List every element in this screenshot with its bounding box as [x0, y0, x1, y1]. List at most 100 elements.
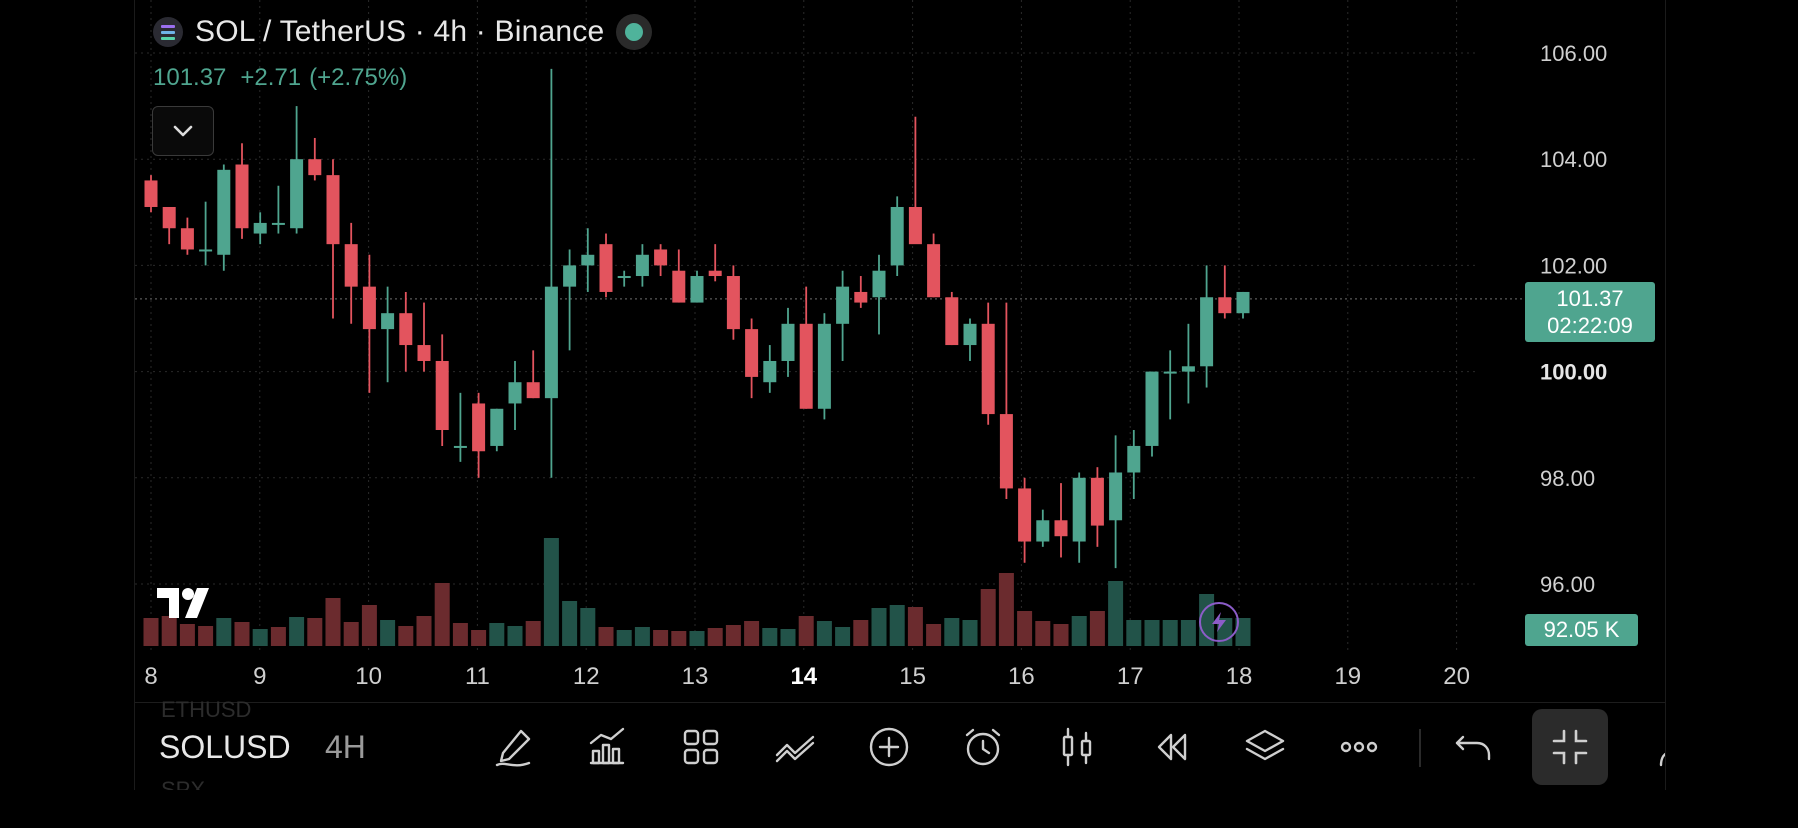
last-price-tag: 101.37 02:22:09: [1525, 282, 1655, 342]
candle-down: [945, 297, 959, 346]
exit-fullscreen-button[interactable]: [1532, 709, 1608, 785]
y-axis-label: 106.00: [1540, 41, 1607, 66]
layers-icon[interactable]: [1241, 723, 1289, 771]
compare-icon[interactable]: [771, 723, 819, 771]
y-axis-label: 98.00: [1540, 466, 1595, 491]
symbol-selector[interactable]: SOLUSD: [159, 729, 291, 765]
symbol-list-next[interactable]: SPX: [161, 777, 206, 790]
x-axis-label: 11: [465, 663, 490, 690]
candle-up: [1036, 520, 1050, 542]
volume-bar: [944, 618, 960, 646]
x-axis-label: 10: [355, 663, 382, 690]
candle-up: [872, 270, 886, 298]
candle-up: [290, 159, 304, 229]
candle-up: [1127, 445, 1141, 473]
candle-up: [490, 408, 504, 446]
candle-down: [235, 164, 249, 229]
volume-bar: [507, 626, 523, 646]
volume-bar: [598, 627, 614, 646]
more-icon[interactable]: [1335, 723, 1383, 771]
candle-up: [690, 276, 704, 303]
candle-up: [199, 249, 213, 252]
candle-up: [763, 360, 777, 383]
x-axis-label: 12: [573, 663, 600, 690]
bar-countdown: 02:22:09: [1547, 313, 1633, 338]
volume-bar: [525, 621, 541, 646]
symbol-title[interactable]: SOL / TetherUS · 4h · Binance: [195, 15, 605, 48]
x-axis-label: 17: [1117, 663, 1144, 690]
volume-bar: [725, 625, 741, 646]
price-tag-value: 101.37: [1556, 286, 1624, 311]
price-change: +2.71: [240, 64, 302, 91]
candle-up: [617, 276, 631, 279]
tradingview-logo-icon: [157, 586, 219, 625]
candle-up: [1145, 371, 1159, 446]
undo-icon[interactable]: [1449, 723, 1497, 771]
volume-bar: [270, 627, 286, 646]
add-icon[interactable]: [865, 723, 913, 771]
volume-bar: [198, 626, 214, 646]
volume-bar: [252, 629, 268, 646]
candle-down: [362, 286, 376, 330]
volume-bar: [471, 630, 487, 646]
indicators-icon[interactable]: [583, 723, 631, 771]
price-quote: 101.37 +2.71 (+2.75%): [153, 64, 407, 92]
market-status-icon[interactable]: [616, 14, 653, 50]
volume-bar: [1071, 616, 1087, 646]
volume-bar: [907, 607, 923, 646]
candle-down: [799, 323, 813, 409]
candle-down: [144, 180, 158, 207]
candle-down: [1090, 477, 1104, 526]
candle-down: [854, 291, 868, 303]
chart-header: SOL / TetherUS · 4h · Binance: [153, 14, 653, 50]
candle-up: [544, 286, 558, 399]
volume-bar: [543, 538, 559, 646]
volume-bar: [1144, 620, 1160, 646]
toolbar-overflow-icon[interactable]: [1641, 723, 1665, 771]
volume-bar: [1017, 611, 1033, 646]
volume-bar: [835, 627, 851, 646]
candle-down: [417, 345, 431, 361]
x-axis-label: 20: [1443, 663, 1470, 690]
volume-bar: [926, 624, 942, 646]
y-axis-label: 104.00: [1540, 147, 1607, 172]
candle-down: [162, 206, 176, 229]
symbol-list-prev[interactable]: ETHUSD: [161, 697, 252, 722]
candle-down: [435, 360, 449, 431]
brush-icon[interactable]: [489, 723, 537, 771]
volume-bar: [1235, 618, 1251, 646]
x-axis-label: 9: [253, 663, 266, 690]
timeframe-selector[interactable]: 4H: [325, 729, 366, 765]
candle-type-icon[interactable]: [1053, 723, 1101, 771]
volume-bar: [1180, 620, 1196, 646]
volume-bar: [889, 605, 905, 646]
candle-down: [344, 244, 358, 287]
templates-icon[interactable]: [677, 723, 725, 771]
volume-bar: [1089, 611, 1105, 646]
candle-down: [981, 323, 995, 415]
candle-down: [726, 276, 740, 330]
chart-window[interactable]: 106.00 104.00 102.00 100.00 98.00 96.00 8 9 10 11…: [134, 0, 1666, 790]
candle-down: [308, 159, 322, 176]
candle-up: [1236, 291, 1250, 314]
volume-bar: [562, 601, 578, 646]
volume-bar: [398, 626, 414, 646]
candle-up: [253, 222, 267, 234]
volume-bar: [161, 616, 177, 646]
last-price: 101.37: [153, 64, 227, 91]
candlestick-chart[interactable]: 106.00 104.00 102.00 100.00 98.00 96.00 8 9 10 11…: [135, 0, 1665, 700]
volume-bar: [707, 628, 723, 646]
y-axis-label: 100.00: [1540, 360, 1607, 385]
volume-bar: [143, 618, 159, 646]
candle-down: [526, 382, 540, 399]
replay-icon[interactable]: [1147, 723, 1195, 771]
volume-bar: [744, 621, 760, 646]
alert-icon[interactable]: [959, 723, 1007, 771]
collapse-legend-button[interactable]: [152, 106, 214, 156]
candle-up: [1163, 371, 1177, 374]
volume-bar: [653, 630, 669, 646]
volume-bar: [289, 617, 305, 646]
x-axis-label: 19: [1334, 663, 1361, 690]
candle-up: [1200, 297, 1214, 367]
flash-icon[interactable]: [1199, 602, 1239, 642]
